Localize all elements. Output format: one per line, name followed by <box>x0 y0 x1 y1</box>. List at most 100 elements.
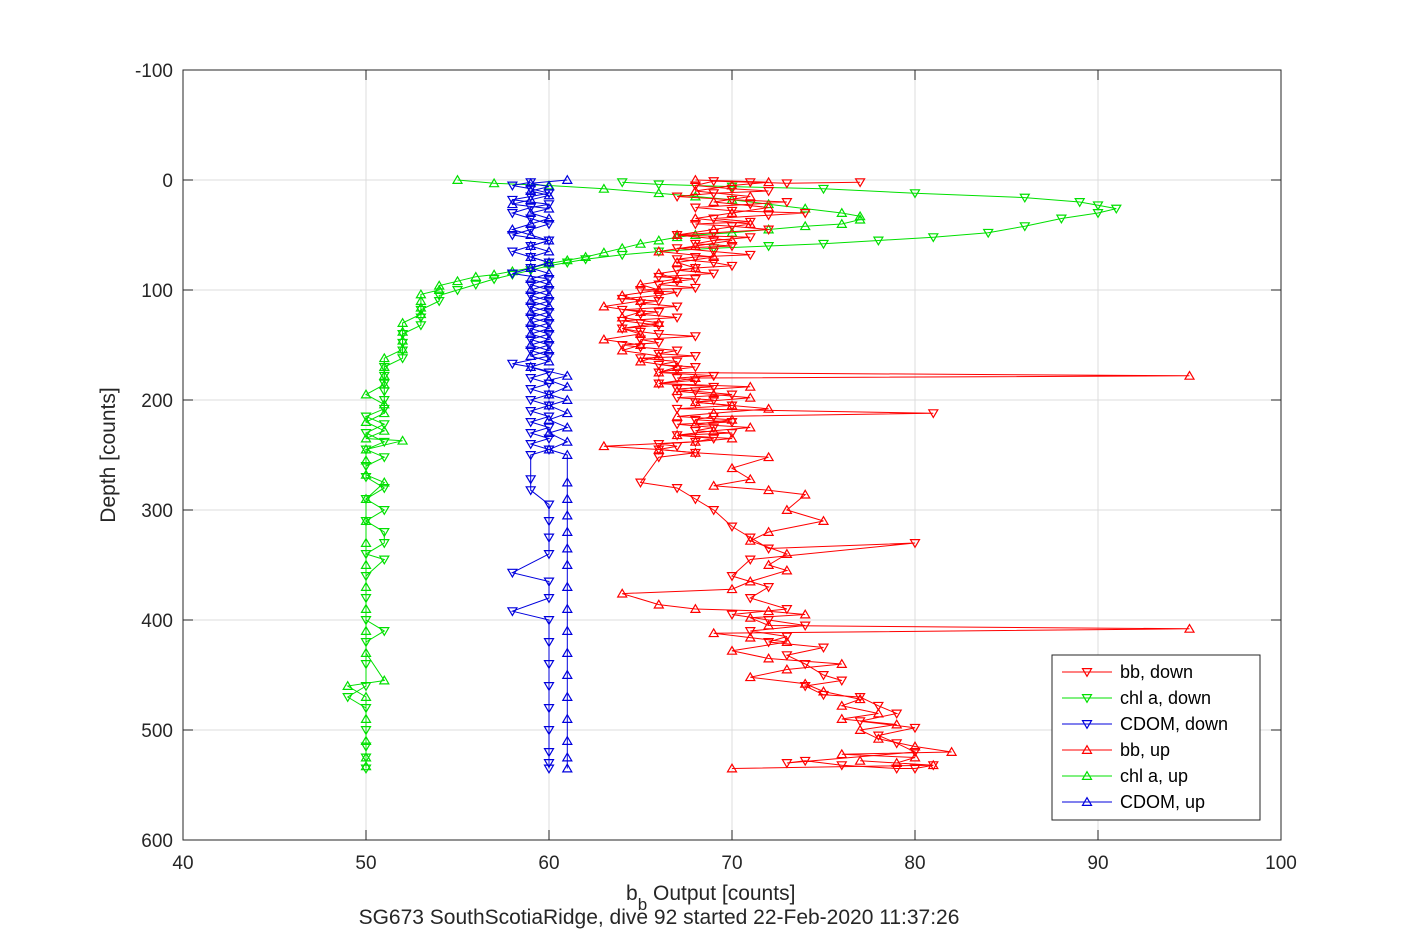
data-point <box>525 273 537 283</box>
data-point <box>360 760 372 771</box>
data-point <box>909 741 921 751</box>
data-point <box>689 275 701 285</box>
data-point <box>525 407 537 417</box>
data-point <box>525 475 537 485</box>
data-point <box>525 346 537 356</box>
data-point <box>726 242 738 252</box>
data-point <box>781 605 793 615</box>
data-point <box>836 676 848 686</box>
data-point <box>836 658 848 668</box>
data-point <box>561 543 573 553</box>
data-point <box>689 262 701 272</box>
data-point <box>726 414 738 424</box>
data-point <box>543 275 555 285</box>
data-point <box>378 675 390 685</box>
data-point <box>726 645 738 655</box>
data-point <box>525 251 537 261</box>
data-point <box>744 191 756 201</box>
data-point <box>543 412 555 422</box>
data-point <box>726 195 738 206</box>
data-point <box>451 286 464 296</box>
data-point <box>634 279 647 289</box>
data-point <box>799 489 811 499</box>
y-axis-title: Depth [counts] <box>97 387 120 522</box>
data-point <box>561 581 573 591</box>
data-point <box>488 275 500 285</box>
series-line <box>510 179 570 769</box>
data-point <box>616 290 628 300</box>
data-point <box>543 638 555 648</box>
data-point <box>360 412 372 422</box>
data-point <box>671 313 683 323</box>
data-point <box>378 528 390 538</box>
data-point <box>689 376 701 386</box>
data-point <box>634 306 647 316</box>
data-point <box>836 761 848 771</box>
data-point <box>1092 201 1104 211</box>
data-point <box>580 251 592 261</box>
data-point <box>671 257 683 267</box>
data-point <box>781 664 793 674</box>
data-point <box>708 506 720 516</box>
data-point <box>726 180 738 190</box>
data-point <box>781 759 793 769</box>
data-point <box>726 182 738 193</box>
data-point <box>708 189 720 199</box>
data-point <box>543 414 555 424</box>
data-point <box>543 334 555 344</box>
data-point <box>561 763 573 773</box>
data-point <box>525 374 537 384</box>
data-point <box>726 522 738 532</box>
data-point <box>671 385 683 395</box>
data-point <box>781 198 793 208</box>
data-point <box>634 478 647 488</box>
data-point <box>525 418 537 428</box>
data-point <box>763 605 775 616</box>
data-point <box>763 653 775 663</box>
data-point <box>525 335 537 345</box>
data-point <box>634 328 647 338</box>
data-point <box>506 224 518 234</box>
data-point <box>891 739 903 749</box>
ticks: 40 50 60 70 80 90 100 -100 0 100 200 300 400 500 600 <box>135 61 1297 874</box>
data-point <box>946 746 958 756</box>
legend-label: chl a, up <box>1120 766 1188 786</box>
data-point <box>543 764 555 774</box>
data-point <box>671 273 683 283</box>
data-point <box>689 387 701 397</box>
data-point <box>561 647 573 657</box>
data-point <box>543 246 555 256</box>
data-point <box>360 429 372 439</box>
data-point <box>726 610 738 620</box>
data-point <box>543 312 555 322</box>
data-point <box>671 192 683 202</box>
data-point <box>763 211 775 221</box>
data-point <box>506 265 518 276</box>
data-point <box>689 220 701 230</box>
legend-item: CDOM, up <box>1062 792 1205 812</box>
data-point <box>671 288 683 298</box>
data-point <box>525 396 537 406</box>
data-point <box>708 389 720 399</box>
data-point <box>378 420 390 430</box>
data-point <box>708 423 720 433</box>
data-point <box>708 269 720 279</box>
data-point <box>891 757 903 767</box>
data-point <box>543 323 555 333</box>
data-point <box>525 486 537 496</box>
data-point <box>543 286 555 296</box>
data-point <box>689 213 701 223</box>
y-tick-label: -100 <box>135 61 173 82</box>
data-point <box>708 425 720 435</box>
data-point <box>781 179 793 189</box>
data-point <box>561 526 573 536</box>
data-point <box>671 255 683 265</box>
data-point <box>653 330 665 340</box>
data-point <box>671 277 683 287</box>
data-point <box>817 643 830 653</box>
data-point <box>488 269 500 279</box>
data-point <box>525 291 537 301</box>
data-point <box>543 594 555 604</box>
x-tick-label: 80 <box>904 853 925 874</box>
data-point <box>689 415 701 426</box>
